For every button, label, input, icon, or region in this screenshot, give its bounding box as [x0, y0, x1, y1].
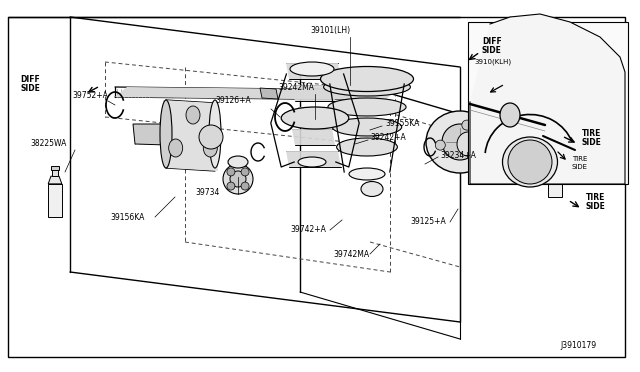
Polygon shape [133, 124, 167, 145]
Circle shape [199, 125, 223, 149]
Ellipse shape [426, 111, 494, 173]
Text: 39742+A: 39742+A [290, 225, 326, 234]
Polygon shape [48, 184, 62, 217]
Text: SIDE: SIDE [482, 46, 502, 55]
Circle shape [442, 124, 478, 160]
Text: 39155KA: 39155KA [385, 119, 419, 128]
Text: 3910(KLH): 3910(KLH) [474, 58, 511, 65]
Text: SIDE: SIDE [20, 84, 40, 93]
Text: 39242+A: 39242+A [370, 133, 406, 142]
Polygon shape [298, 107, 330, 123]
Text: TIRE: TIRE [586, 193, 605, 202]
Ellipse shape [332, 118, 402, 136]
Ellipse shape [328, 98, 406, 116]
Text: 39234+A: 39234+A [440, 151, 476, 160]
Text: 39242MA: 39242MA [278, 83, 314, 92]
Polygon shape [115, 87, 397, 100]
Ellipse shape [209, 100, 221, 168]
Text: 39156KA: 39156KA [110, 213, 145, 222]
Ellipse shape [321, 67, 413, 92]
Circle shape [241, 168, 249, 176]
Ellipse shape [169, 139, 182, 157]
Bar [468, 22, 628, 184]
Text: SIDE: SIDE [572, 164, 588, 170]
Text: 39742MA: 39742MA [333, 250, 369, 259]
Text: 39734: 39734 [195, 188, 220, 197]
Circle shape [435, 140, 445, 150]
Polygon shape [260, 88, 278, 99]
Ellipse shape [457, 132, 479, 156]
Circle shape [227, 182, 235, 190]
Ellipse shape [228, 156, 248, 168]
Polygon shape [48, 176, 62, 184]
Ellipse shape [160, 100, 172, 168]
Polygon shape [292, 129, 335, 145]
Ellipse shape [502, 137, 557, 187]
Text: TIRE: TIRE [582, 129, 602, 138]
Ellipse shape [186, 106, 200, 124]
Text: DIFF: DIFF [482, 37, 502, 46]
Circle shape [462, 120, 472, 130]
Polygon shape [286, 63, 341, 79]
Polygon shape [548, 164, 562, 197]
Text: TIRE: TIRE [572, 156, 588, 162]
Circle shape [508, 140, 552, 184]
Circle shape [468, 151, 478, 161]
Ellipse shape [466, 130, 494, 158]
Ellipse shape [337, 138, 397, 156]
Circle shape [223, 164, 253, 194]
Text: SIDE: SIDE [582, 138, 602, 147]
Polygon shape [551, 146, 559, 150]
Ellipse shape [204, 139, 218, 157]
Circle shape [230, 171, 246, 187]
Text: 39125+A: 39125+A [410, 217, 445, 226]
Text: J3910179: J3910179 [560, 341, 596, 350]
Ellipse shape [290, 62, 334, 76]
Polygon shape [548, 156, 562, 164]
Polygon shape [292, 85, 335, 101]
Circle shape [241, 182, 249, 190]
Ellipse shape [298, 157, 326, 167]
Text: SIDE: SIDE [586, 202, 606, 211]
Text: DIFF: DIFF [20, 75, 40, 84]
Polygon shape [51, 166, 59, 170]
Text: 38225WA: 38225WA [30, 139, 67, 148]
Polygon shape [286, 151, 341, 167]
Polygon shape [490, 132, 570, 156]
Ellipse shape [349, 168, 385, 180]
Polygon shape [163, 100, 218, 171]
Ellipse shape [281, 107, 349, 129]
Ellipse shape [324, 78, 410, 96]
Polygon shape [552, 150, 558, 156]
Polygon shape [470, 14, 625, 184]
Polygon shape [52, 170, 58, 176]
Ellipse shape [361, 182, 383, 196]
Text: 39101(LH): 39101(LH) [310, 26, 350, 35]
Ellipse shape [500, 103, 520, 127]
Ellipse shape [461, 131, 486, 157]
Text: 39126+A: 39126+A [215, 96, 251, 105]
Circle shape [227, 168, 235, 176]
Text: 39752+A: 39752+A [72, 91, 108, 100]
